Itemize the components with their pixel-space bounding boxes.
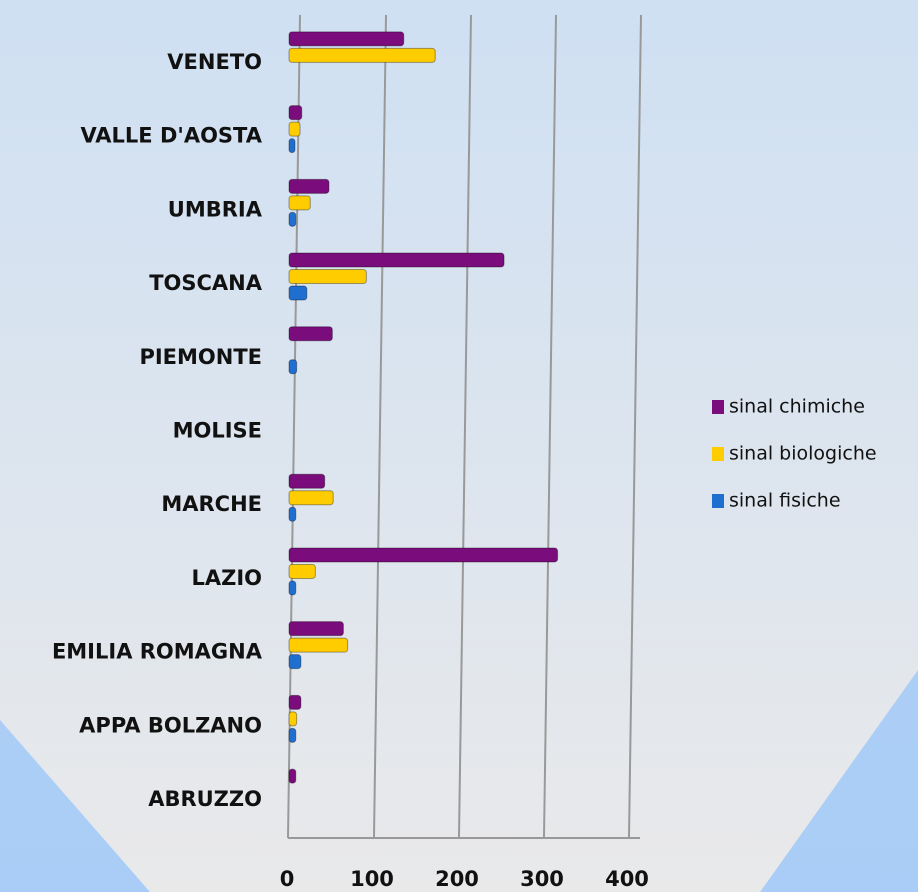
legend-label: sinal fisiche — [729, 490, 841, 512]
y-tick-label: VENETO — [167, 50, 262, 74]
bar — [288, 326, 333, 342]
bar — [288, 178, 330, 194]
bar — [288, 473, 326, 489]
y-tick-label: PIEMONTE — [139, 345, 262, 369]
bar — [288, 694, 302, 710]
legend-label: sinal chimiche — [729, 396, 865, 418]
y-tick-label: LAZIO — [191, 566, 262, 590]
x-tick-label: 300 — [520, 867, 564, 891]
bar — [288, 490, 334, 506]
grid-line — [458, 14, 472, 838]
x-tick-label: 0 — [280, 867, 295, 891]
y-tick-label: VALLE D'AOSTA — [80, 124, 262, 148]
bar — [288, 711, 298, 727]
legend-swatch — [712, 400, 724, 414]
grid-line — [373, 14, 387, 838]
y-tick-label: UMBRIA — [168, 197, 263, 221]
bar — [288, 105, 303, 121]
y-tick-label: APPA BOLZANO — [79, 713, 262, 737]
bar — [288, 47, 436, 63]
x-tick-label: 400 — [605, 867, 649, 891]
y-tick-label: TOSCANA — [149, 271, 263, 295]
y-tick-label: ABRUZZO — [148, 787, 262, 811]
bar — [288, 580, 297, 596]
x-tick-label: 200 — [435, 867, 479, 891]
bar — [288, 269, 367, 285]
bar — [288, 768, 297, 784]
bar — [288, 506, 297, 522]
bar — [288, 31, 405, 47]
legend-swatch — [712, 447, 724, 461]
legend-swatch — [712, 494, 724, 508]
bar — [288, 547, 559, 563]
bar — [288, 121, 301, 137]
bar — [288, 138, 296, 154]
grid-line — [628, 14, 642, 838]
x-tick-label: 100 — [350, 867, 394, 891]
bar — [288, 211, 297, 227]
bar — [288, 637, 349, 653]
y-tick-label: EMILIA ROMAGNA — [52, 640, 263, 664]
legend-label: sinal biologiche — [729, 443, 877, 465]
bar — [288, 621, 344, 637]
y-tick-label: MARCHE — [161, 492, 262, 516]
bar — [288, 195, 311, 211]
bar — [288, 252, 505, 268]
bar — [288, 285, 308, 301]
bar — [288, 727, 297, 743]
bar — [288, 563, 316, 579]
y-tick-label: MOLISE — [173, 419, 262, 443]
grid-line — [543, 14, 557, 838]
bar — [288, 654, 302, 670]
bar — [288, 359, 298, 375]
